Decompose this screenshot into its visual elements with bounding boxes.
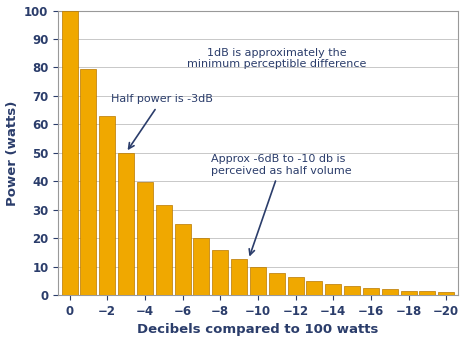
Bar bbox=[156, 205, 171, 295]
Bar bbox=[363, 288, 379, 295]
Bar bbox=[175, 224, 191, 295]
Bar bbox=[401, 291, 417, 295]
Bar bbox=[439, 292, 454, 295]
Y-axis label: Power (watts): Power (watts) bbox=[6, 100, 19, 206]
Bar bbox=[307, 281, 322, 295]
Bar bbox=[118, 153, 134, 295]
Bar bbox=[344, 286, 360, 295]
Bar bbox=[325, 284, 341, 295]
Text: 1dB is approximately the
minimum perceptible difference: 1dB is approximately the minimum percept… bbox=[187, 48, 366, 69]
Bar bbox=[288, 277, 303, 295]
Bar bbox=[193, 238, 209, 295]
Bar bbox=[382, 289, 398, 295]
Bar bbox=[269, 273, 285, 295]
Bar bbox=[80, 69, 96, 295]
Bar bbox=[212, 250, 228, 295]
Bar bbox=[419, 291, 435, 295]
Bar bbox=[231, 259, 247, 295]
Text: Approx -6dB to -10 db is
perceived as half volume: Approx -6dB to -10 db is perceived as ha… bbox=[211, 154, 351, 255]
X-axis label: Decibels compared to 100 watts: Decibels compared to 100 watts bbox=[137, 324, 378, 337]
Bar bbox=[250, 267, 266, 295]
Bar bbox=[137, 182, 153, 295]
Bar bbox=[62, 11, 77, 295]
Bar bbox=[99, 116, 115, 295]
Text: Half power is -3dB: Half power is -3dB bbox=[111, 94, 213, 149]
